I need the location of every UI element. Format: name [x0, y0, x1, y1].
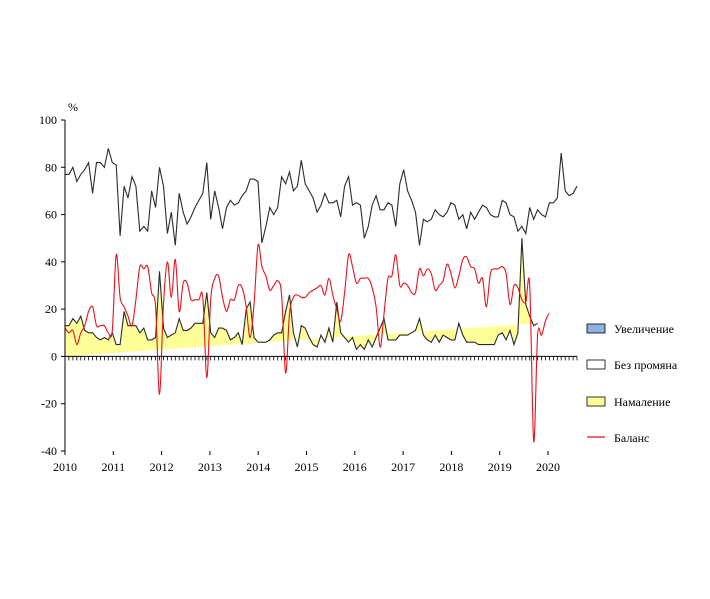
x-tick-label: 2019: [488, 460, 512, 474]
y-tick-label: 100: [39, 113, 57, 127]
x-tick-label: 2014: [246, 460, 270, 474]
y-tick-label: 40: [45, 255, 57, 269]
y-tick-label: -20: [41, 397, 57, 411]
x-tick-label: 2017: [391, 460, 415, 474]
legend-swatch-no-change: [586, 359, 606, 370]
legend-swatch-increase: [586, 323, 606, 334]
plot-area: [64, 120, 578, 451]
x-tick-label: 2015: [295, 460, 319, 474]
x-tick-label: 2012: [150, 460, 174, 474]
x-tick-label: 2013: [198, 460, 222, 474]
series-decrease-area: [65, 238, 538, 357]
x-tick-label: 2011: [102, 460, 126, 474]
series-decrease-line: [65, 238, 538, 351]
y-tick-label: 60: [45, 208, 57, 222]
y-tick-label: 20: [45, 302, 57, 316]
legend-label-increase: Увеличение: [614, 322, 674, 336]
y-tick-label: 80: [45, 160, 57, 174]
x-tick-label: 2016: [343, 460, 367, 474]
legend-label-decrease: Намаление: [614, 395, 670, 409]
series-no-change-boundary: [65, 148, 578, 246]
legend-label-balance: Баланс: [614, 431, 649, 445]
legend: Увеличение Без промяна Намаление Баланс: [586, 322, 678, 445]
y-tick-label: -40: [41, 444, 57, 458]
x-axis-ticks: 2010 2011 2012 2013 2014 2015 2016 2017 2018 2019…: [53, 451, 560, 474]
legend-label-no-change: Без промяна: [614, 358, 678, 372]
y-axis-label: %: [68, 100, 78, 114]
x-tick-label: 2020: [536, 460, 560, 474]
series-balance-line: [64, 243, 550, 443]
x-tick-label: 2018: [439, 460, 463, 474]
y-axis-ticks: 100 80 60 40 20 0 -20 -40: [39, 113, 65, 458]
y-tick-label: 0: [51, 349, 57, 363]
legend-swatch-decrease: [586, 396, 606, 407]
x-tick-label: 2010: [53, 460, 77, 474]
